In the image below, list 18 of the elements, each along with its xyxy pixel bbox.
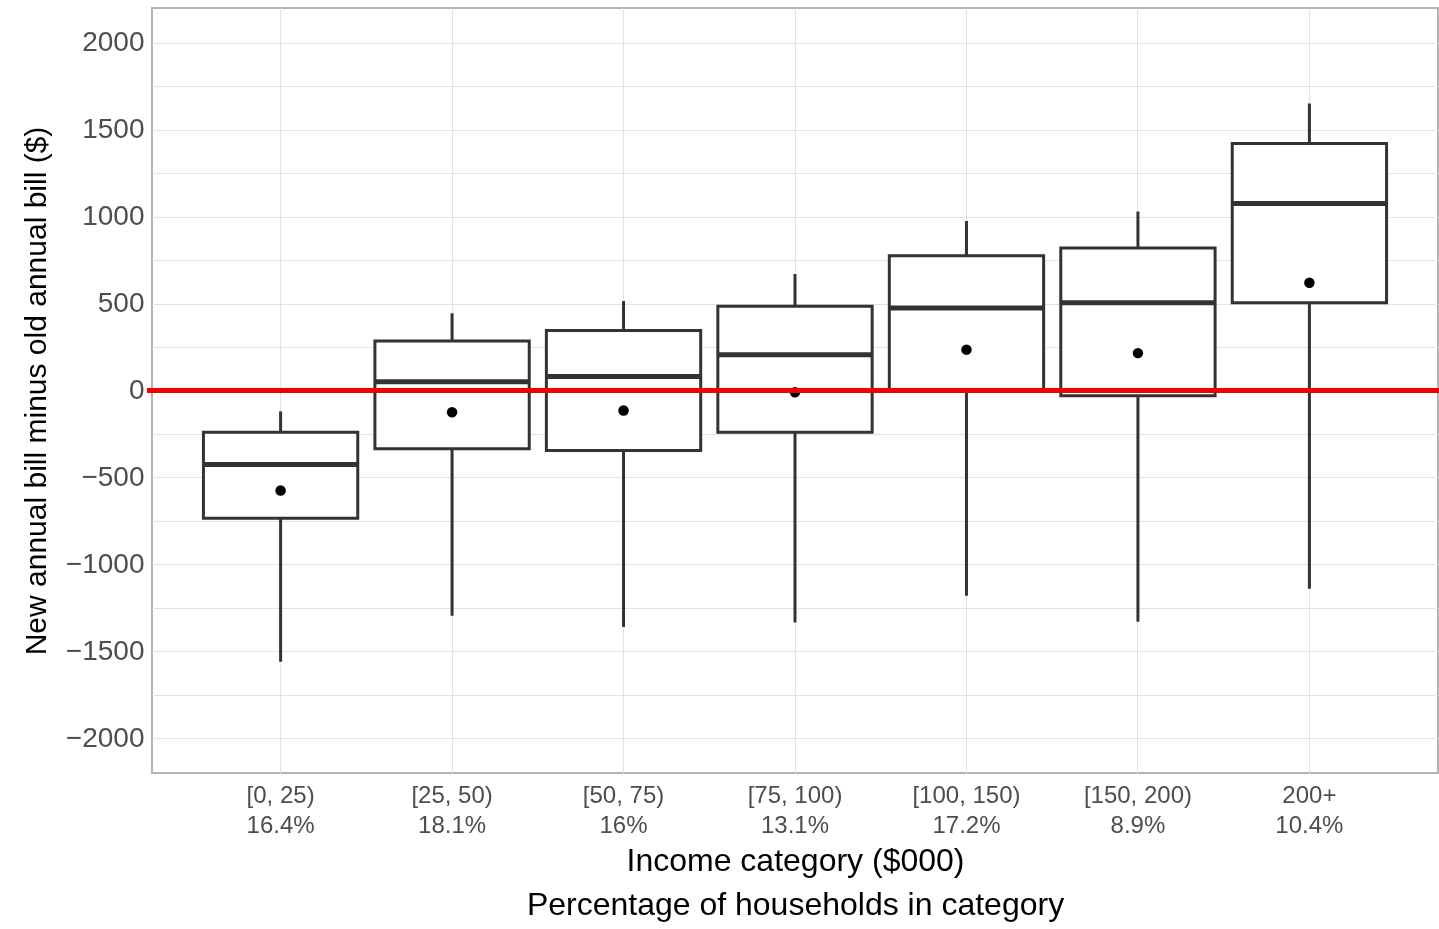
x-tick-label: [100, 150) 17.2% — [912, 780, 1021, 838]
y-tick-label: 1000 — [82, 200, 145, 232]
x-tick-label: 200+ 10.4% — [1275, 780, 1344, 838]
y-tick-label: −2000 — [65, 721, 145, 753]
y-axis-title: New annual bill minus old annual bill ($) — [18, 126, 52, 656]
y-tick-label: −500 — [81, 460, 145, 492]
x-tick-label: [0, 25) 16.4% — [246, 780, 315, 838]
y-tick-label: −1500 — [65, 634, 145, 666]
y-tick-label: 1500 — [82, 113, 145, 145]
x-tick-label: [75, 100) 13.1% — [747, 780, 843, 838]
y-tick-label: 0 — [128, 374, 145, 405]
y-tick-label: −1000 — [65, 547, 145, 579]
x-axis-title: Income category ($000) Percentage of households in category — [526, 841, 1065, 922]
y-tick-label: 2000 — [82, 26, 145, 58]
x-tick-label: [150, 200) 8.9% — [1083, 780, 1192, 838]
y-tick-label: 500 — [97, 287, 145, 319]
x-tick-label: [25, 50) 18.1% — [411, 780, 493, 838]
x-tick-label: [50, 75) 16% — [582, 780, 665, 838]
